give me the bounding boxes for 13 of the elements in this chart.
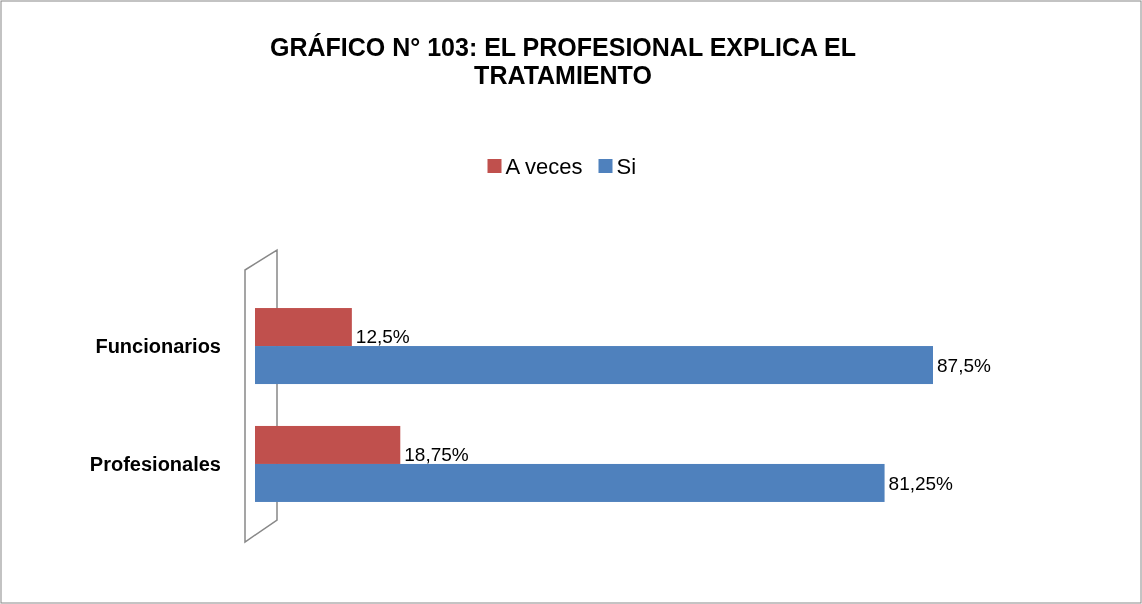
bar [255,463,885,502]
y-tick-label: Profesionales [89,452,221,475]
data-label: 12,5% [355,326,410,348]
data-label: 81,25% [888,472,954,494]
legend-label: Si [616,154,637,179]
bar [255,346,933,385]
bar [255,308,352,347]
y-tick-label: Funcionarios [95,335,221,358]
legend-label: A veces [505,154,583,179]
chart-title: GRÁFICO N° 103: EL PROFESIONAL EXPLICA EL TRATAMIENTO [269,33,857,89]
bar [255,425,401,464]
data-label: 18,75% [404,443,469,465]
data-label: 87,5% [937,355,991,377]
